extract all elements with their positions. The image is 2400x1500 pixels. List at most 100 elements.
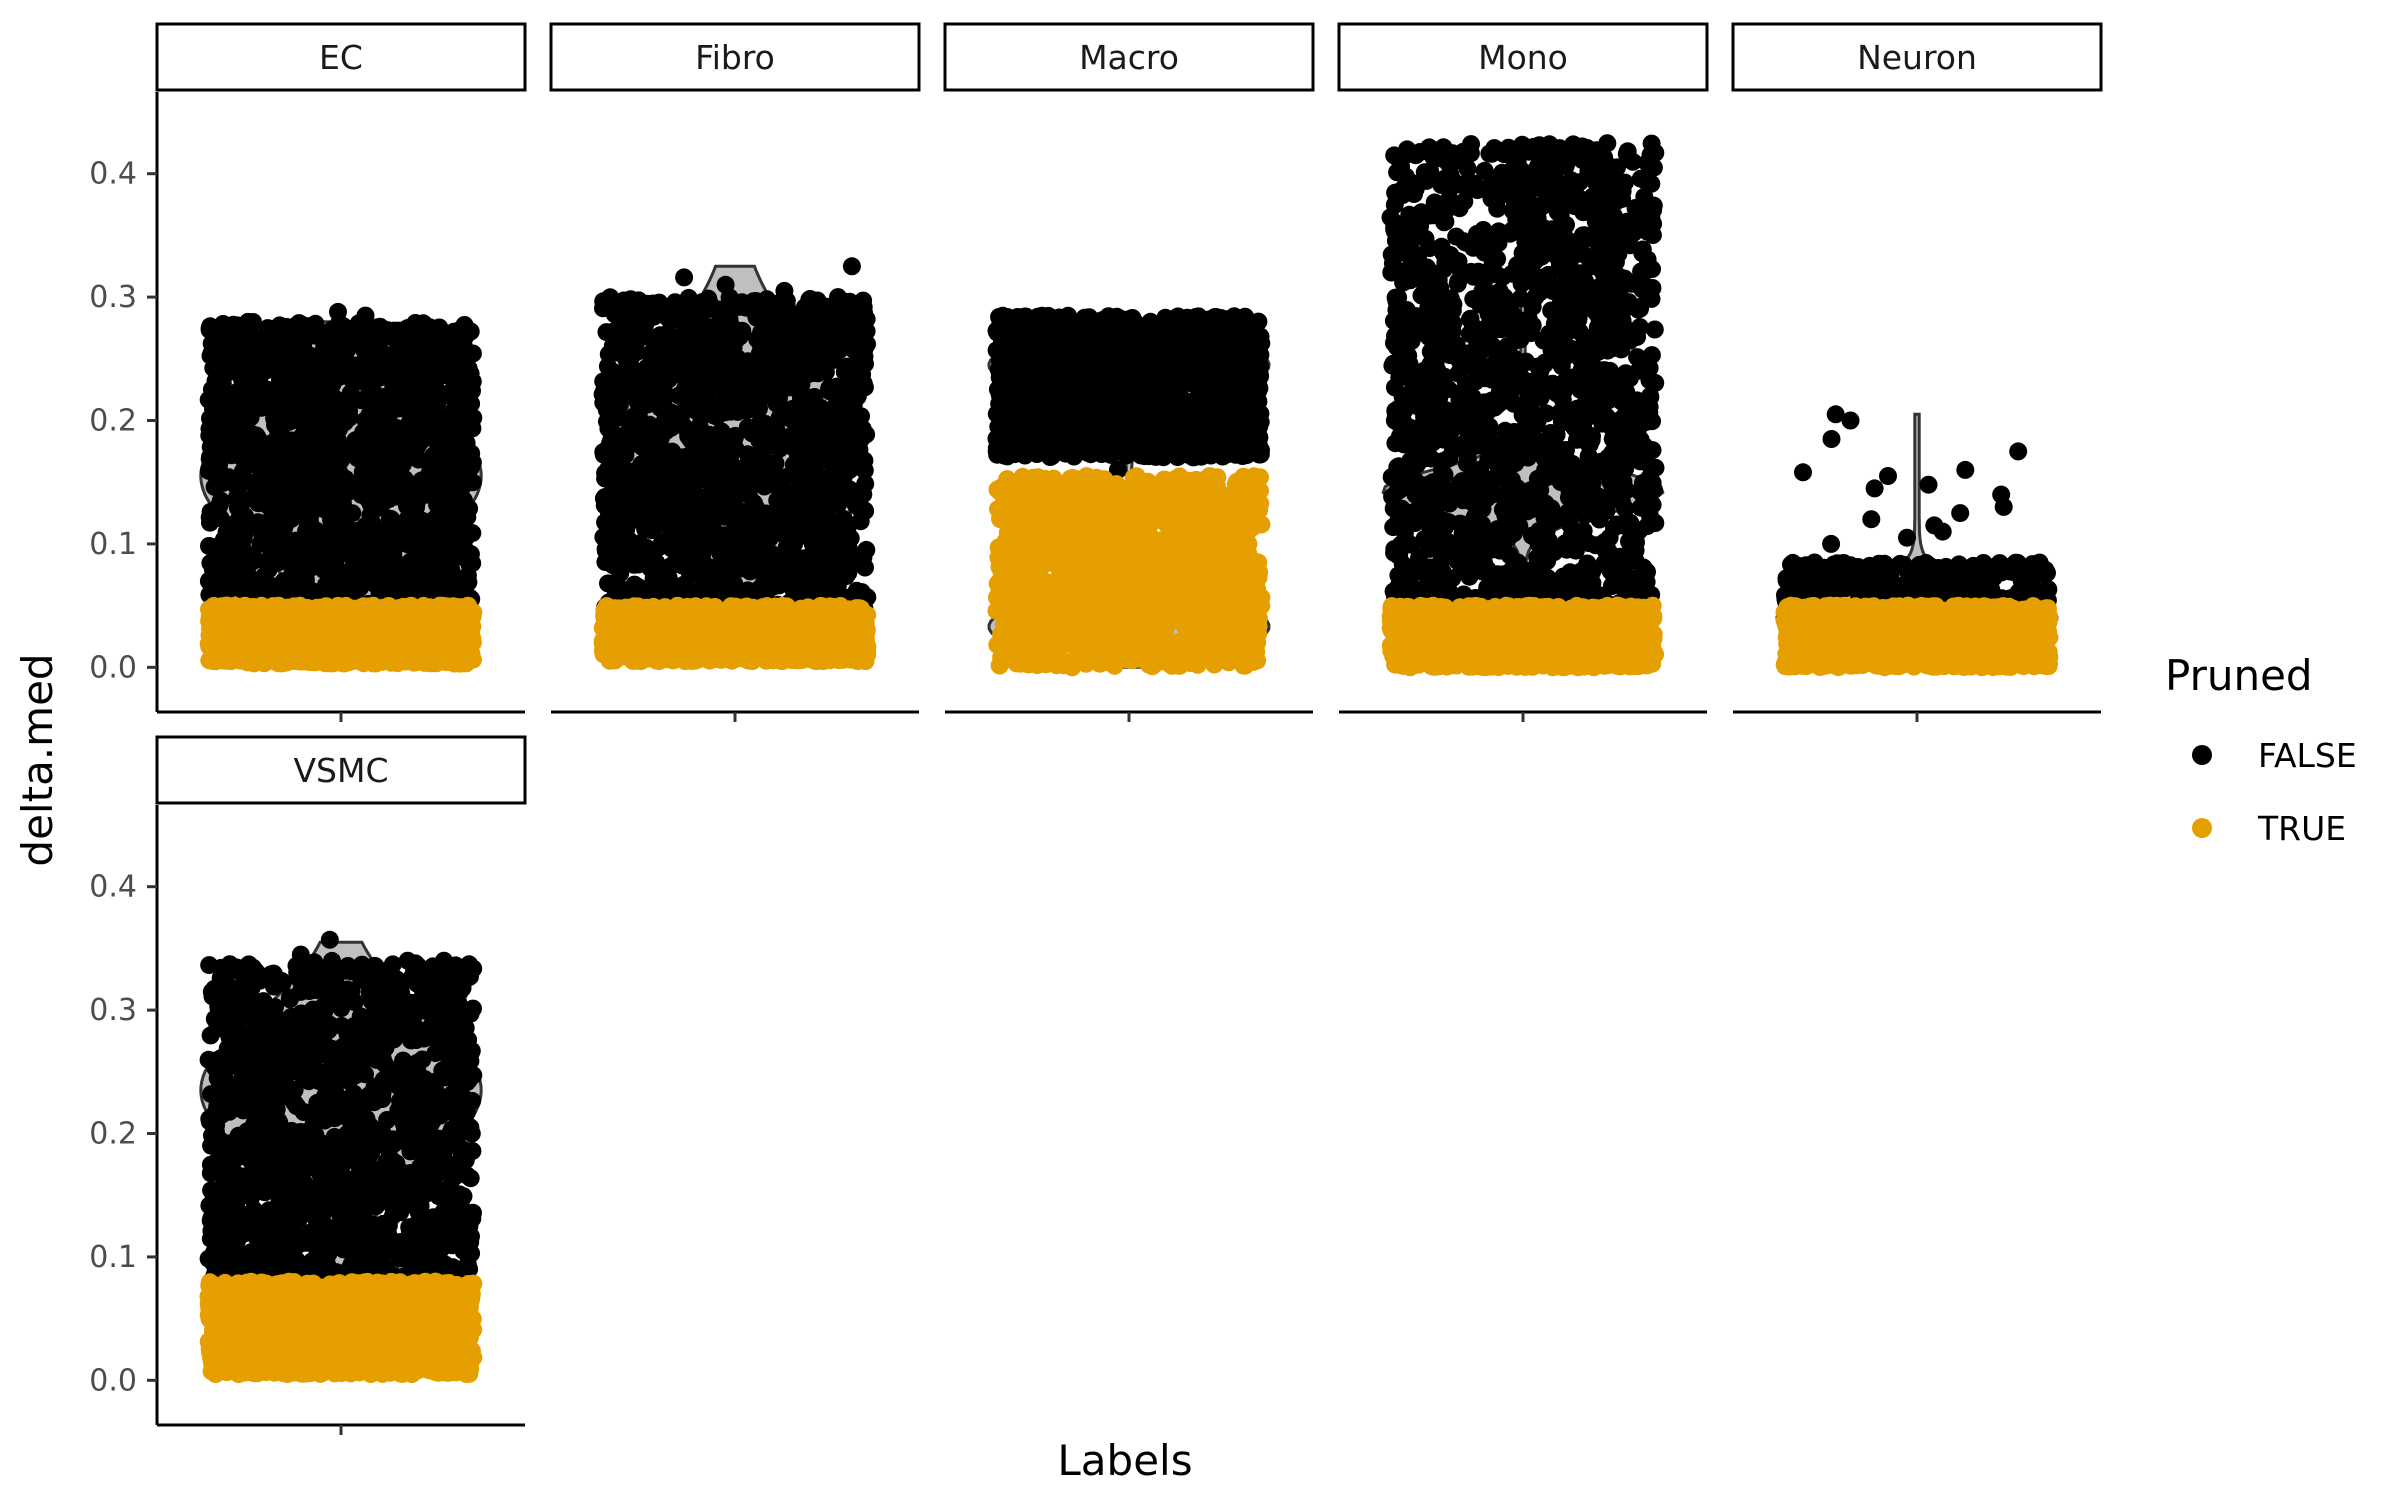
data-point — [365, 565, 384, 584]
data-point — [750, 294, 769, 312]
data-point-outlier — [366, 325, 385, 344]
data-point — [286, 460, 305, 479]
data-point-outlier — [842, 257, 861, 276]
data-point — [613, 534, 632, 553]
data-point — [598, 412, 616, 431]
points-ec-true — [199, 596, 483, 673]
data-point — [319, 579, 338, 598]
data-point — [853, 377, 872, 396]
data-point — [234, 376, 253, 395]
data-point — [371, 497, 390, 516]
data-point — [728, 348, 747, 367]
data-point — [398, 535, 417, 554]
data-point — [244, 455, 263, 474]
data-point — [799, 311, 817, 330]
data-point — [351, 549, 370, 567]
data-point — [718, 372, 737, 391]
data-point — [752, 425, 771, 444]
data-point — [805, 364, 824, 382]
data-point — [460, 392, 479, 411]
data-point — [656, 569, 675, 588]
data-point — [430, 478, 449, 497]
data-point — [356, 486, 375, 505]
data-point — [688, 559, 707, 578]
data-point — [401, 356, 420, 375]
data-point — [627, 334, 645, 353]
data-point — [717, 391, 736, 410]
data-point — [414, 602, 433, 621]
data-point — [762, 469, 781, 488]
data-point — [318, 400, 337, 419]
data-point — [266, 449, 285, 467]
data-point — [640, 551, 659, 570]
data-point — [210, 376, 229, 395]
data-point — [673, 344, 692, 363]
data-point — [428, 328, 447, 347]
data-point — [622, 307, 641, 326]
data-point — [778, 428, 797, 447]
data-point — [211, 416, 230, 435]
data-point — [412, 325, 431, 344]
facet-strip-label-fibro: Fibro — [695, 38, 775, 77]
data-point — [233, 581, 252, 600]
data-point — [448, 325, 467, 344]
data-point — [741, 562, 760, 581]
data-point — [599, 437, 618, 456]
data-point — [296, 565, 315, 584]
data-point — [214, 358, 233, 377]
data-point — [253, 527, 272, 545]
data-point — [290, 609, 309, 627]
data-point — [838, 311, 857, 330]
data-point — [294, 336, 312, 355]
data-point — [673, 556, 692, 575]
data-point-outlier — [716, 275, 735, 294]
data-point — [679, 455, 698, 473]
data-point — [706, 497, 725, 516]
data-point — [640, 361, 659, 380]
data-point — [642, 438, 661, 457]
data-point — [806, 345, 825, 364]
data-point — [347, 651, 366, 670]
data-point — [684, 327, 703, 346]
y-tick-label-ec-1: 0.1 — [89, 527, 137, 562]
data-point — [647, 381, 666, 400]
data-point — [426, 369, 445, 388]
data-point — [398, 377, 417, 396]
data-point — [730, 474, 749, 493]
data-point — [659, 474, 678, 493]
facet-strip-label-ec: EC — [319, 38, 363, 77]
data-point — [327, 463, 346, 482]
data-point — [395, 613, 414, 632]
data-point — [244, 647, 263, 666]
data-point — [743, 545, 762, 564]
data-point — [222, 564, 241, 583]
data-point — [381, 403, 400, 422]
data-point — [213, 395, 232, 414]
data-point — [659, 309, 678, 328]
data-point — [272, 359, 291, 378]
data-point — [692, 427, 711, 446]
data-point — [405, 630, 423, 649]
data-point — [353, 372, 372, 391]
data-point — [726, 321, 745, 339]
data-point — [272, 425, 291, 444]
data-point — [841, 529, 860, 548]
data-point — [276, 540, 295, 559]
data-point — [398, 497, 416, 516]
points-fibro-true — [593, 596, 877, 671]
data-point — [815, 530, 834, 549]
data-point — [320, 654, 338, 673]
data-point — [810, 551, 829, 570]
data-point — [402, 554, 421, 573]
data-point — [762, 545, 780, 564]
data-point — [432, 529, 450, 548]
data-point — [418, 352, 437, 371]
data-point — [242, 612, 261, 631]
data-point — [312, 529, 331, 548]
data-point — [767, 504, 786, 523]
data-point — [230, 476, 249, 495]
data-point-outlier — [775, 281, 794, 300]
data-point — [738, 445, 757, 464]
data-point — [715, 526, 734, 545]
